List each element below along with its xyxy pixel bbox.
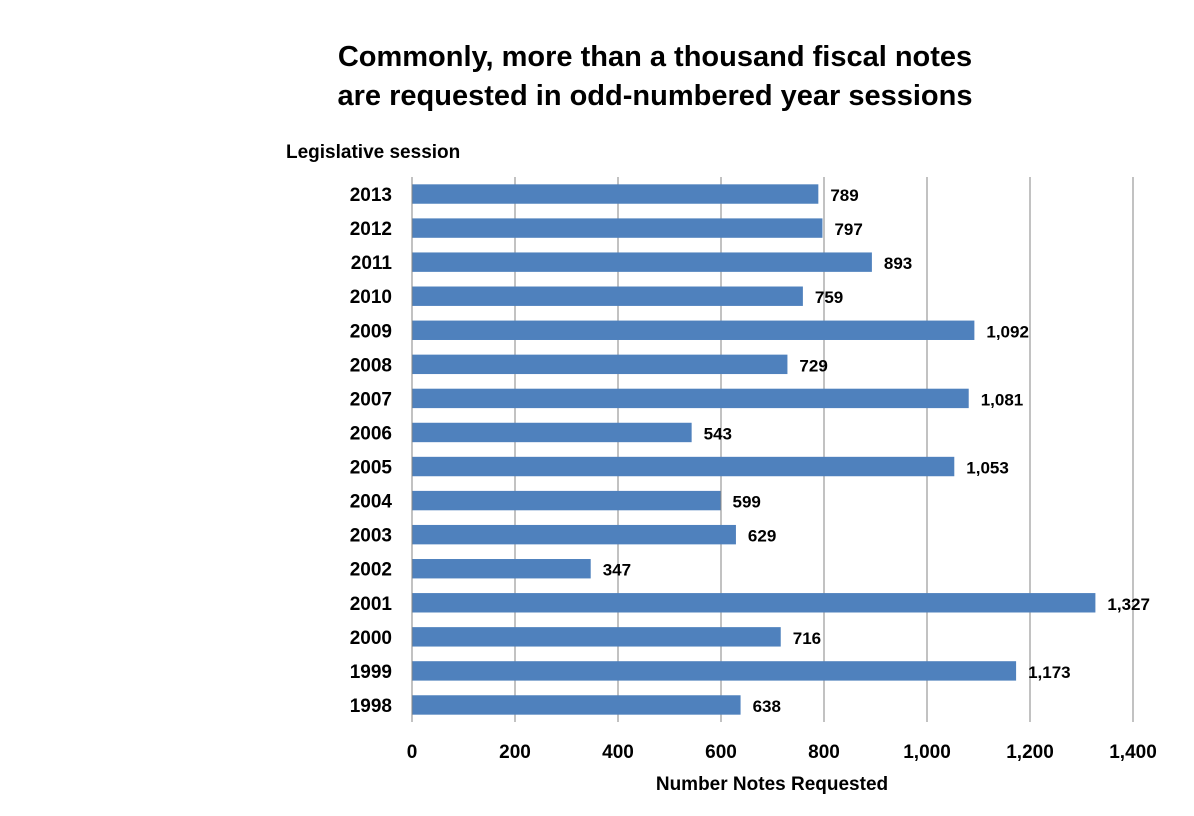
category-label: 2003	[350, 526, 392, 547]
data-label: 1,092	[986, 322, 1029, 341]
category-label: 2002	[350, 560, 392, 581]
data-label: 599	[732, 493, 760, 512]
bar	[412, 559, 591, 579]
data-label: 789	[830, 186, 858, 205]
category-label: 2000	[350, 628, 392, 649]
bar	[412, 184, 819, 204]
category-label: 1999	[350, 662, 392, 683]
x-tick-label: 1,400	[1109, 742, 1157, 763]
bar	[412, 252, 872, 272]
bar	[412, 320, 975, 340]
data-label: 638	[753, 697, 781, 716]
category-label: 1998	[350, 696, 392, 717]
chart-title: Commonly, more than a thousand fiscal no…	[0, 38, 1194, 116]
category-label: 2001	[350, 594, 393, 615]
bar	[412, 661, 1017, 681]
category-label: 2008	[350, 355, 392, 376]
x-tick-label: 0	[407, 742, 418, 763]
data-label: 759	[815, 288, 843, 307]
x-tick-label: 1,000	[903, 742, 951, 763]
bar	[412, 627, 781, 647]
x-tick-label: 1,200	[1006, 742, 1054, 763]
x-tick-label: 600	[705, 742, 737, 763]
bars	[412, 184, 1096, 715]
data-label: 1,173	[1028, 663, 1071, 682]
category-label: 2009	[350, 321, 392, 342]
category-label: 2013	[350, 185, 392, 206]
data-label: 1,053	[966, 459, 1009, 478]
data-label: 716	[793, 629, 821, 648]
labels: 0 200 400 600 800 1,000 1,200 1,400 2013 789 2012 7…	[350, 185, 1157, 763]
bar	[412, 490, 721, 511]
data-label: 629	[748, 527, 776, 546]
data-label: 729	[799, 356, 827, 375]
bar	[412, 218, 823, 238]
x-axis-title: Number Notes Requested	[655, 774, 889, 795]
bar	[412, 524, 736, 545]
y-axis-title: Legislative session	[286, 142, 461, 163]
data-label: 543	[704, 424, 732, 443]
bar	[412, 354, 788, 375]
chart-title-line-2: are requested in odd-numbered year sessi…	[337, 80, 973, 112]
data-label: 347	[603, 561, 631, 580]
bar	[412, 388, 969, 409]
bar	[412, 695, 741, 715]
data-label: 1,081	[981, 390, 1024, 409]
bar	[412, 456, 955, 477]
bar	[412, 286, 803, 306]
category-label: 2007	[350, 389, 392, 410]
category-label: 2004	[350, 492, 393, 513]
data-label: 1,327	[1107, 595, 1150, 614]
category-label: 2005	[350, 458, 393, 479]
data-label: 797	[834, 220, 862, 239]
category-label: 2006	[350, 423, 392, 444]
bar	[412, 422, 692, 443]
x-tick-label: 400	[602, 742, 634, 763]
category-label: 2012	[350, 219, 392, 240]
data-label: 893	[884, 254, 912, 273]
x-tick-label: 800	[808, 742, 840, 763]
category-label: 2011	[351, 253, 393, 274]
chart-title-line-1: Commonly, more than a thousand fiscal no…	[337, 41, 973, 73]
bar	[412, 593, 1096, 613]
category-label: 2010	[350, 287, 392, 308]
x-tick-label: 200	[499, 742, 531, 763]
